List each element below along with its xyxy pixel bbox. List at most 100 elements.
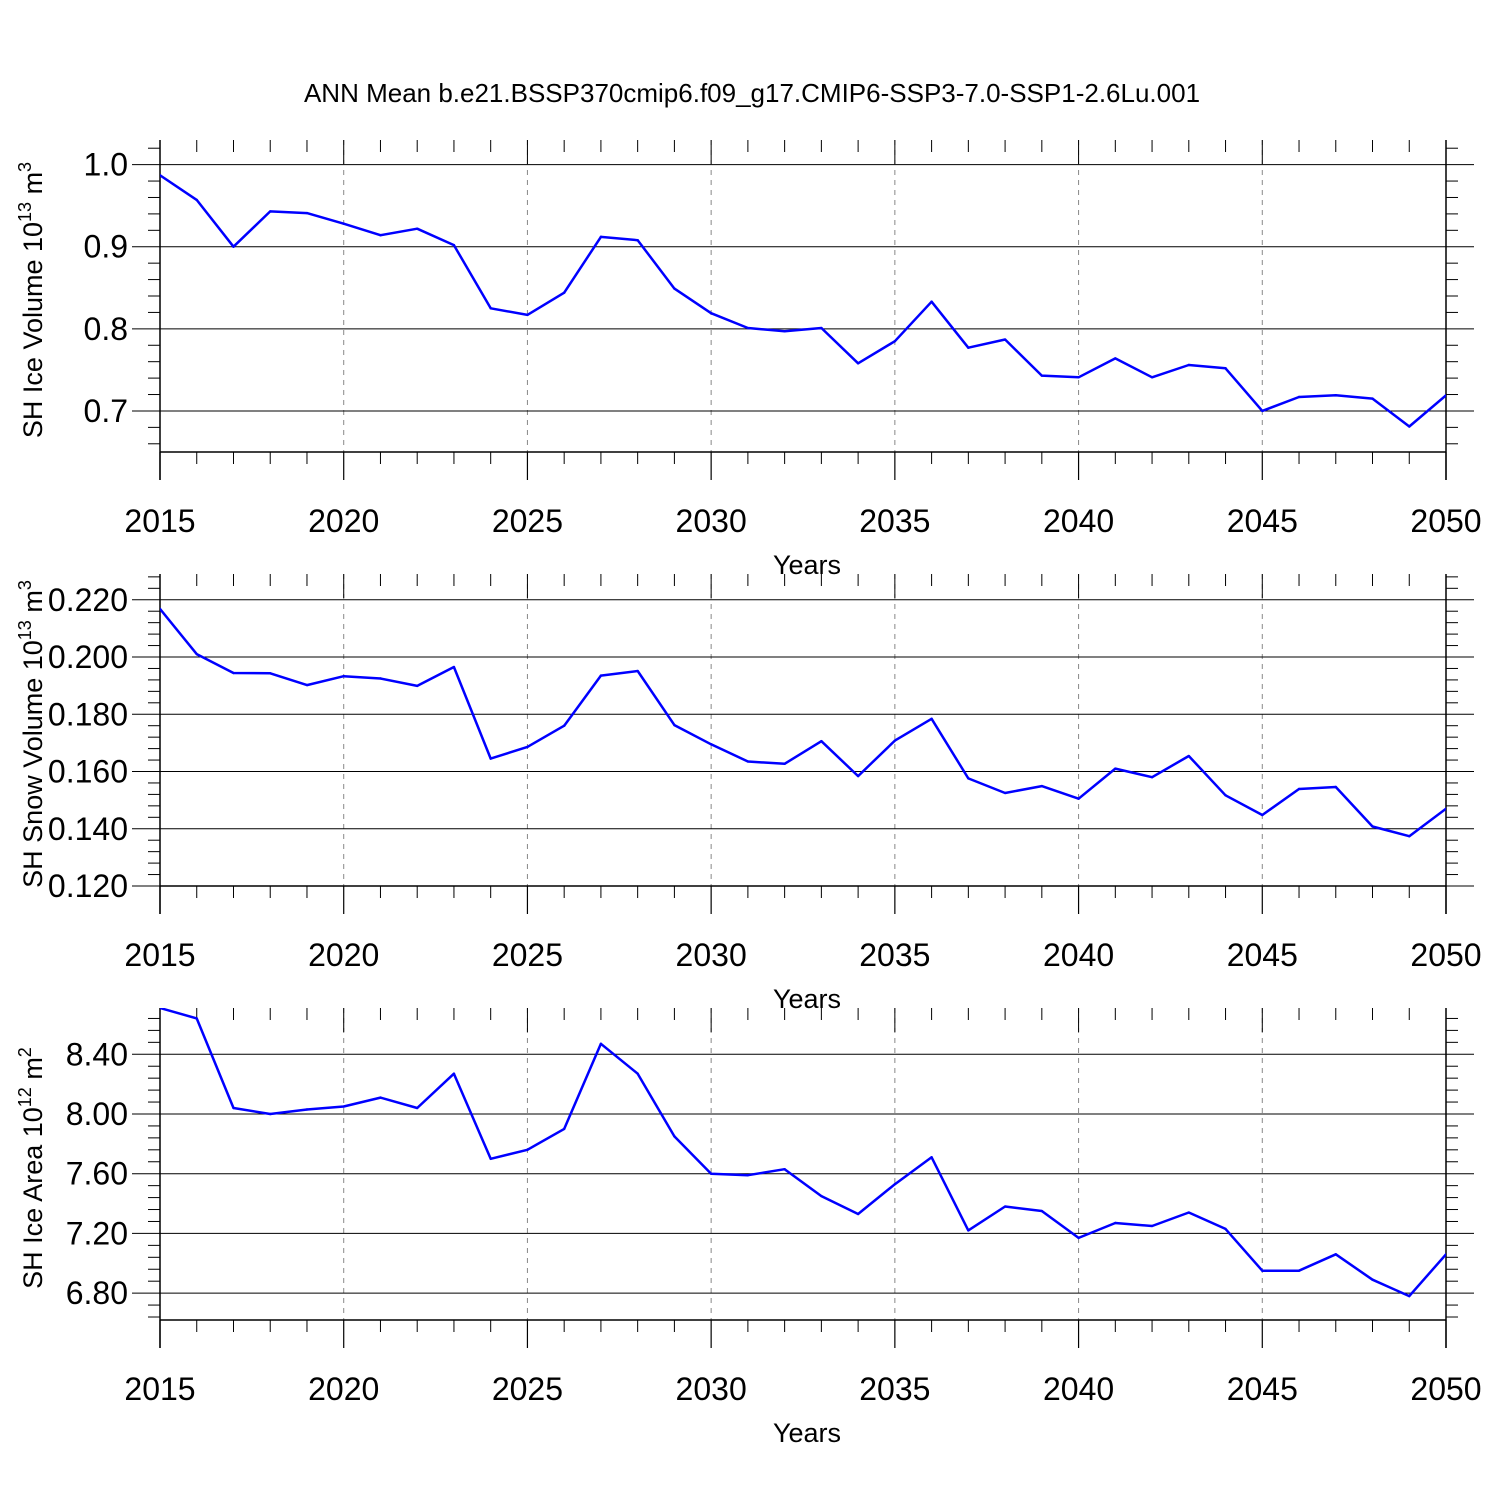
data-point (1077, 797, 1080, 800)
chart-panel-2: 0.120 0.140 0.160 0.180 0.200 0.220 2015 2020 20… (15, 574, 1482, 1014)
x-axis-title: Years (773, 550, 841, 580)
data-point (930, 1156, 933, 1159)
x-tick-label: 2050 (1410, 503, 1481, 539)
y-axis-title: SH Ice Volume 1013 m3 (15, 162, 48, 438)
data-point (1408, 425, 1411, 428)
x-tick-label: 2035 (859, 503, 930, 539)
y-tick-label: 0.160 (48, 754, 128, 790)
data-point (856, 774, 860, 778)
x-tick-label: 2045 (1227, 1371, 1298, 1407)
data-point (416, 684, 419, 688)
y-tick-label: 7.20 (66, 1215, 128, 1251)
data-point (930, 717, 933, 721)
data-point (599, 1042, 603, 1046)
data-point (967, 346, 970, 349)
data-point (342, 1105, 345, 1108)
x-tick-label: 2035 (859, 937, 930, 973)
x-tick-label: 2025 (492, 1371, 563, 1407)
data-point (305, 1108, 309, 1111)
data-point (746, 326, 750, 330)
data-point (820, 1194, 823, 1198)
data-point (893, 739, 897, 742)
data-point (1444, 807, 1446, 810)
x-tick-label: 2025 (492, 937, 563, 973)
data-point (783, 762, 786, 765)
y-tick-label: 0.7 (84, 393, 128, 429)
data-point (856, 1212, 860, 1216)
y-tick-label: 0.220 (48, 582, 128, 618)
data-point (379, 234, 382, 237)
data-point (269, 210, 272, 213)
data-point (1150, 1224, 1154, 1228)
data-point (269, 1112, 272, 1116)
data-point (1334, 785, 1337, 789)
y-tick-label: 7.60 (66, 1156, 128, 1192)
x-axis-title: Years (773, 1418, 841, 1448)
data-point (599, 235, 603, 239)
data-point (1187, 1211, 1191, 1214)
data-point (1224, 794, 1227, 797)
data-point (160, 174, 162, 177)
data-point (379, 677, 382, 680)
data-point (709, 312, 713, 315)
data-point (1444, 394, 1446, 397)
data-point (195, 198, 198, 202)
y-axis-title: SH Snow Volume 1013 m3 (15, 580, 48, 888)
data-point (416, 1106, 419, 1110)
data-point (1114, 357, 1117, 360)
data-point (1297, 395, 1301, 399)
x-tick-label: 2020 (308, 1371, 379, 1407)
data-point (562, 1127, 566, 1131)
data-point (489, 1157, 492, 1160)
data-point (673, 1135, 676, 1138)
data-point (1408, 834, 1411, 838)
data-point (599, 674, 603, 677)
data-point (1408, 1294, 1411, 1298)
x-tick-label: 2035 (859, 1371, 930, 1407)
y-axis-title: SH Ice Area 1012 m2 (15, 1047, 48, 1289)
data-point (967, 777, 970, 780)
data-point (783, 330, 786, 333)
x-tick-label: 2020 (308, 937, 379, 973)
data-point (195, 1017, 198, 1020)
x-tick-label: 2040 (1043, 937, 1114, 973)
y-tick-label: 6.80 (66, 1275, 128, 1311)
data-point (416, 227, 419, 230)
data-point (1371, 825, 1374, 828)
data-point (1003, 791, 1007, 795)
data-point (1261, 409, 1264, 413)
data-point (489, 307, 492, 310)
data-point (1003, 338, 1007, 341)
x-axis-title: Years (773, 984, 841, 1014)
data-point (636, 669, 639, 673)
data-point (746, 1173, 750, 1177)
x-tick-label: 2030 (676, 937, 747, 973)
data-point (1150, 376, 1154, 379)
data-point (452, 665, 456, 669)
data-point (342, 222, 345, 225)
data-point (673, 287, 676, 290)
data-point (342, 674, 345, 678)
data-point (489, 757, 492, 760)
x-tick-label: 2040 (1043, 1371, 1114, 1407)
data-point (305, 683, 309, 687)
y-tick-label: 0.120 (48, 868, 128, 904)
x-tick-label: 2020 (308, 503, 379, 539)
series-line (160, 1008, 1446, 1298)
x-tick-label: 2045 (1227, 937, 1298, 973)
data-point (1114, 767, 1117, 770)
data-point (1297, 1269, 1301, 1272)
series-line (160, 608, 1446, 838)
data-point (856, 362, 860, 365)
data-point (1224, 1227, 1227, 1231)
data-point (195, 652, 198, 656)
data-point (1261, 813, 1264, 817)
data-point (1114, 1221, 1117, 1225)
data-point (636, 238, 639, 242)
data-point (709, 743, 713, 746)
data-point (746, 760, 750, 763)
data-point (1040, 784, 1044, 788)
data-point (1297, 787, 1301, 791)
x-tick-label: 2015 (124, 1371, 195, 1407)
